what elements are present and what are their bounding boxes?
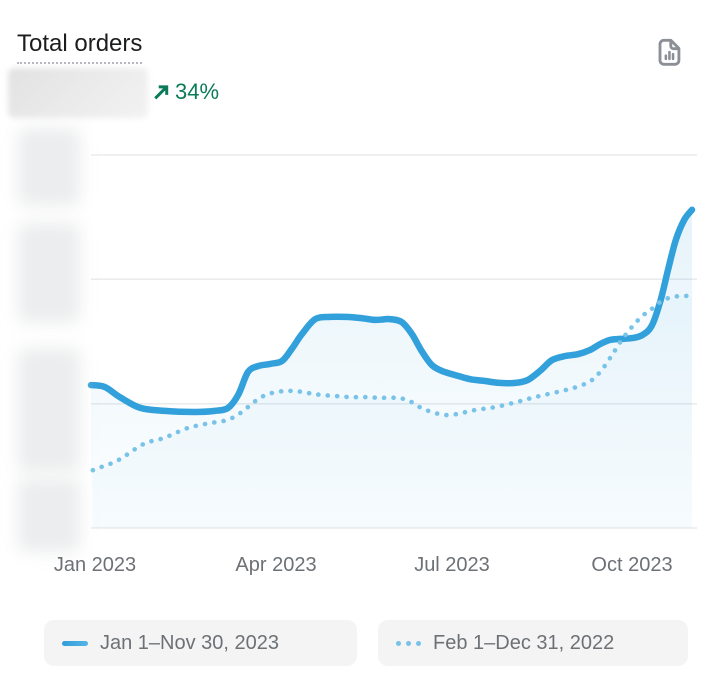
x-axis-label-jul-2023: Jul 2023 xyxy=(414,554,490,576)
legend-item-2023[interactable]: Jan 1–Nov 30, 2023 xyxy=(44,620,357,666)
x-axis-label-jan-2023: Jan 2023 xyxy=(53,554,137,576)
report-file-bar-chart-icon xyxy=(658,38,681,66)
x-axis-label-oct-2023: Oct 2023 xyxy=(591,554,673,576)
x-axis-label-apr-2023: Apr 2023 xyxy=(235,554,317,576)
solid-line-marker-icon xyxy=(62,640,88,646)
y-axis-label-redacted xyxy=(18,128,80,206)
y-axis-label-redacted xyxy=(18,478,80,552)
metric-change: 34% xyxy=(153,78,219,106)
card-title[interactable]: Total orders xyxy=(17,30,143,64)
legend-item-2022[interactable]: Feb 1–Dec 31, 2022 xyxy=(378,620,688,666)
dotted-line-marker-icon xyxy=(396,640,421,646)
legend: Jan 1–Nov 30, 2023 Feb 1–Dec 31, 2022 xyxy=(0,620,721,666)
report-button[interactable] xyxy=(648,31,690,73)
y-axis-label-redacted xyxy=(18,348,80,472)
x-axis: Jan 2023 Apr 2023 Jul 2023 Oct 2023 xyxy=(0,554,721,584)
trend-value: 34% xyxy=(175,79,220,104)
metric-row: 34% xyxy=(0,64,721,120)
metric-value-redacted xyxy=(8,68,148,118)
trend-up-arrow-icon xyxy=(154,85,169,100)
y-axis-label-redacted xyxy=(18,223,80,323)
legend-label-2023: Jan 1–Nov 30, 2023 xyxy=(100,631,280,654)
legend-label-2022: Feb 1–Dec 31, 2022 xyxy=(433,631,615,654)
